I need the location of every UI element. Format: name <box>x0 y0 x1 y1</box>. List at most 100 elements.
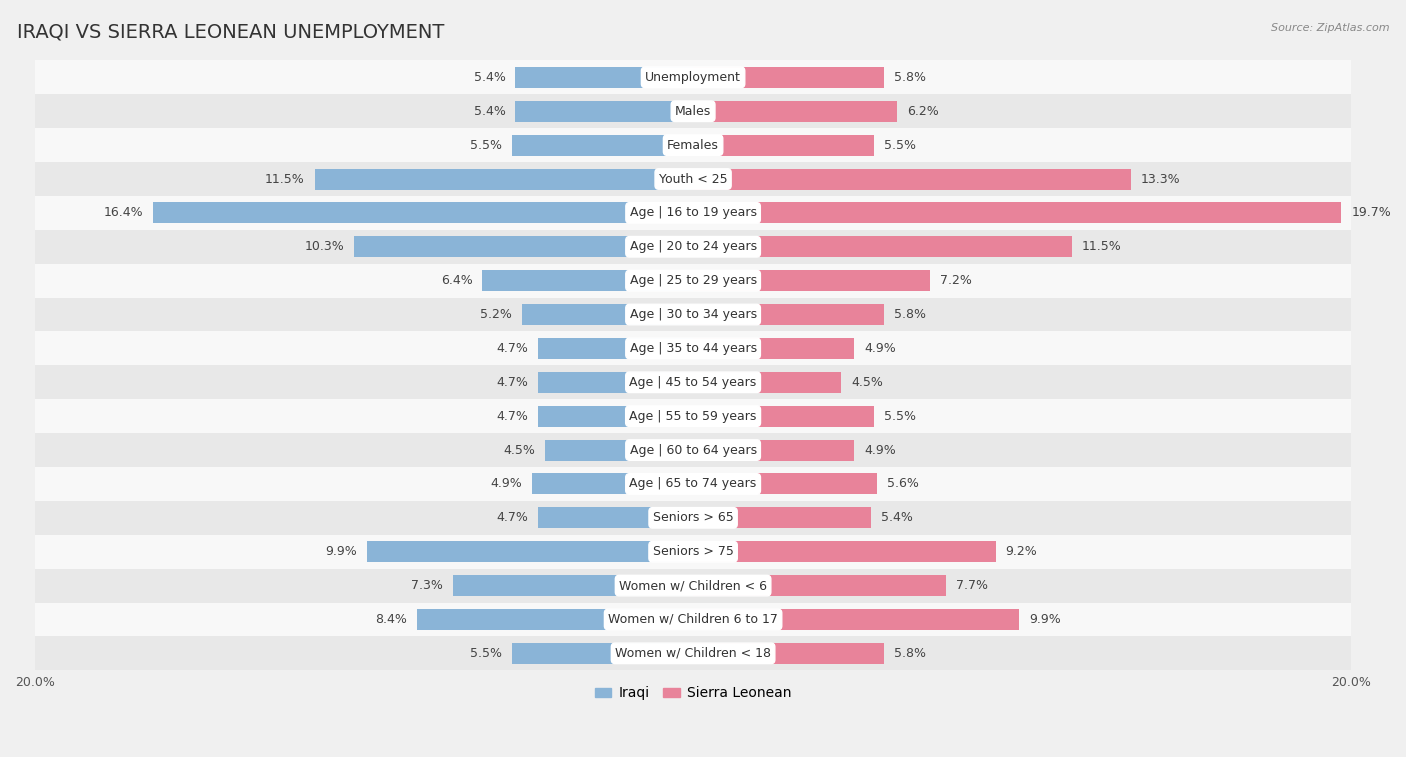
Text: 4.7%: 4.7% <box>496 342 529 355</box>
Text: Source: ZipAtlas.com: Source: ZipAtlas.com <box>1271 23 1389 33</box>
Bar <box>693 304 884 325</box>
Text: Seniors > 65: Seniors > 65 <box>652 511 734 525</box>
Bar <box>693 202 1341 223</box>
Text: 8.4%: 8.4% <box>375 613 406 626</box>
Text: Age | 55 to 59 years: Age | 55 to 59 years <box>630 410 756 422</box>
Bar <box>35 637 1351 670</box>
Bar <box>516 67 693 88</box>
Bar <box>693 575 946 596</box>
Text: 11.5%: 11.5% <box>266 173 305 185</box>
Bar <box>693 169 1130 189</box>
Legend: Iraqi, Sierra Leonean: Iraqi, Sierra Leonean <box>589 681 797 706</box>
Text: Age | 35 to 44 years: Age | 35 to 44 years <box>630 342 756 355</box>
Text: Age | 20 to 24 years: Age | 20 to 24 years <box>630 240 756 254</box>
Bar <box>367 541 693 562</box>
Bar <box>35 399 1351 433</box>
Text: Females: Females <box>668 139 718 151</box>
Text: Seniors > 75: Seniors > 75 <box>652 545 734 558</box>
Bar <box>354 236 693 257</box>
Text: 5.8%: 5.8% <box>894 308 925 321</box>
Text: 5.4%: 5.4% <box>474 104 506 118</box>
Bar <box>693 609 1019 630</box>
Text: 7.3%: 7.3% <box>411 579 443 592</box>
Bar <box>693 236 1071 257</box>
Text: 5.8%: 5.8% <box>894 646 925 660</box>
Bar <box>693 338 855 359</box>
Text: 5.8%: 5.8% <box>894 71 925 84</box>
Text: Women w/ Children 6 to 17: Women w/ Children 6 to 17 <box>609 613 778 626</box>
Bar <box>693 473 877 494</box>
Bar <box>693 643 884 664</box>
Bar <box>512 643 693 664</box>
Text: 4.9%: 4.9% <box>865 342 896 355</box>
Bar <box>538 372 693 393</box>
Text: 7.2%: 7.2% <box>939 274 972 287</box>
Text: 5.5%: 5.5% <box>884 410 915 422</box>
Bar <box>693 101 897 122</box>
Bar <box>35 128 1351 162</box>
Text: 5.4%: 5.4% <box>474 71 506 84</box>
Text: Age | 30 to 34 years: Age | 30 to 34 years <box>630 308 756 321</box>
Text: 10.3%: 10.3% <box>305 240 344 254</box>
Bar <box>35 433 1351 467</box>
Text: Males: Males <box>675 104 711 118</box>
Bar <box>35 366 1351 399</box>
Text: 5.6%: 5.6% <box>887 478 920 491</box>
Bar <box>453 575 693 596</box>
Text: 7.7%: 7.7% <box>956 579 988 592</box>
Bar <box>35 467 1351 501</box>
Text: 4.9%: 4.9% <box>865 444 896 456</box>
Bar <box>538 507 693 528</box>
Text: 9.2%: 9.2% <box>1005 545 1038 558</box>
Bar <box>693 67 884 88</box>
Bar <box>153 202 693 223</box>
Bar <box>693 372 841 393</box>
Bar <box>35 603 1351 637</box>
Bar <box>522 304 693 325</box>
Bar <box>531 473 693 494</box>
Bar <box>538 338 693 359</box>
Text: 16.4%: 16.4% <box>104 207 143 220</box>
Bar <box>512 135 693 156</box>
Text: 4.5%: 4.5% <box>503 444 536 456</box>
Text: Age | 60 to 64 years: Age | 60 to 64 years <box>630 444 756 456</box>
Text: 6.4%: 6.4% <box>441 274 472 287</box>
Bar <box>35 95 1351 128</box>
Text: Youth < 25: Youth < 25 <box>659 173 727 185</box>
Bar <box>538 406 693 427</box>
Text: 9.9%: 9.9% <box>1029 613 1060 626</box>
Text: IRAQI VS SIERRA LEONEAN UNEMPLOYMENT: IRAQI VS SIERRA LEONEAN UNEMPLOYMENT <box>17 23 444 42</box>
Bar <box>35 332 1351 366</box>
Text: Age | 25 to 29 years: Age | 25 to 29 years <box>630 274 756 287</box>
Bar <box>35 569 1351 603</box>
Bar <box>693 135 875 156</box>
Bar <box>35 230 1351 263</box>
Text: 6.2%: 6.2% <box>907 104 939 118</box>
Text: Women w/ Children < 6: Women w/ Children < 6 <box>619 579 768 592</box>
Bar <box>516 101 693 122</box>
Text: 5.5%: 5.5% <box>884 139 915 151</box>
Bar <box>546 440 693 460</box>
Text: Women w/ Children < 18: Women w/ Children < 18 <box>614 646 770 660</box>
Text: 4.7%: 4.7% <box>496 511 529 525</box>
Text: Age | 65 to 74 years: Age | 65 to 74 years <box>630 478 756 491</box>
Bar <box>35 534 1351 569</box>
Bar <box>416 609 693 630</box>
Bar <box>482 270 693 291</box>
Bar <box>693 406 875 427</box>
Text: 5.5%: 5.5% <box>470 139 502 151</box>
Text: Age | 45 to 54 years: Age | 45 to 54 years <box>630 375 756 389</box>
Text: 4.9%: 4.9% <box>491 478 522 491</box>
Bar <box>35 263 1351 298</box>
Text: Age | 16 to 19 years: Age | 16 to 19 years <box>630 207 756 220</box>
Bar <box>693 270 929 291</box>
Text: 4.7%: 4.7% <box>496 410 529 422</box>
Bar <box>35 162 1351 196</box>
Text: 5.5%: 5.5% <box>470 646 502 660</box>
Text: 4.7%: 4.7% <box>496 375 529 389</box>
Bar <box>693 541 995 562</box>
Bar <box>693 440 855 460</box>
Bar <box>35 196 1351 230</box>
Text: 9.9%: 9.9% <box>326 545 357 558</box>
Text: 4.5%: 4.5% <box>851 375 883 389</box>
